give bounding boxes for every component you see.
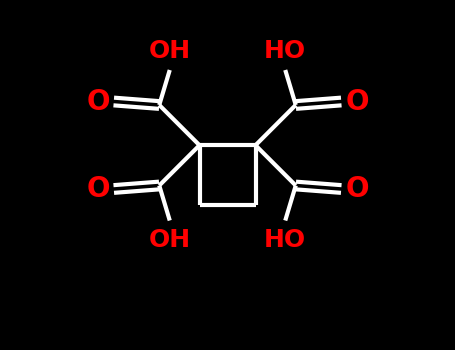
Text: HO: HO — [264, 39, 306, 63]
Text: OH: OH — [149, 39, 191, 63]
Text: O: O — [86, 175, 110, 203]
Text: HO: HO — [264, 228, 306, 252]
Text: O: O — [345, 175, 369, 203]
Text: O: O — [345, 88, 369, 116]
Text: OH: OH — [149, 228, 191, 252]
Text: O: O — [86, 88, 110, 116]
